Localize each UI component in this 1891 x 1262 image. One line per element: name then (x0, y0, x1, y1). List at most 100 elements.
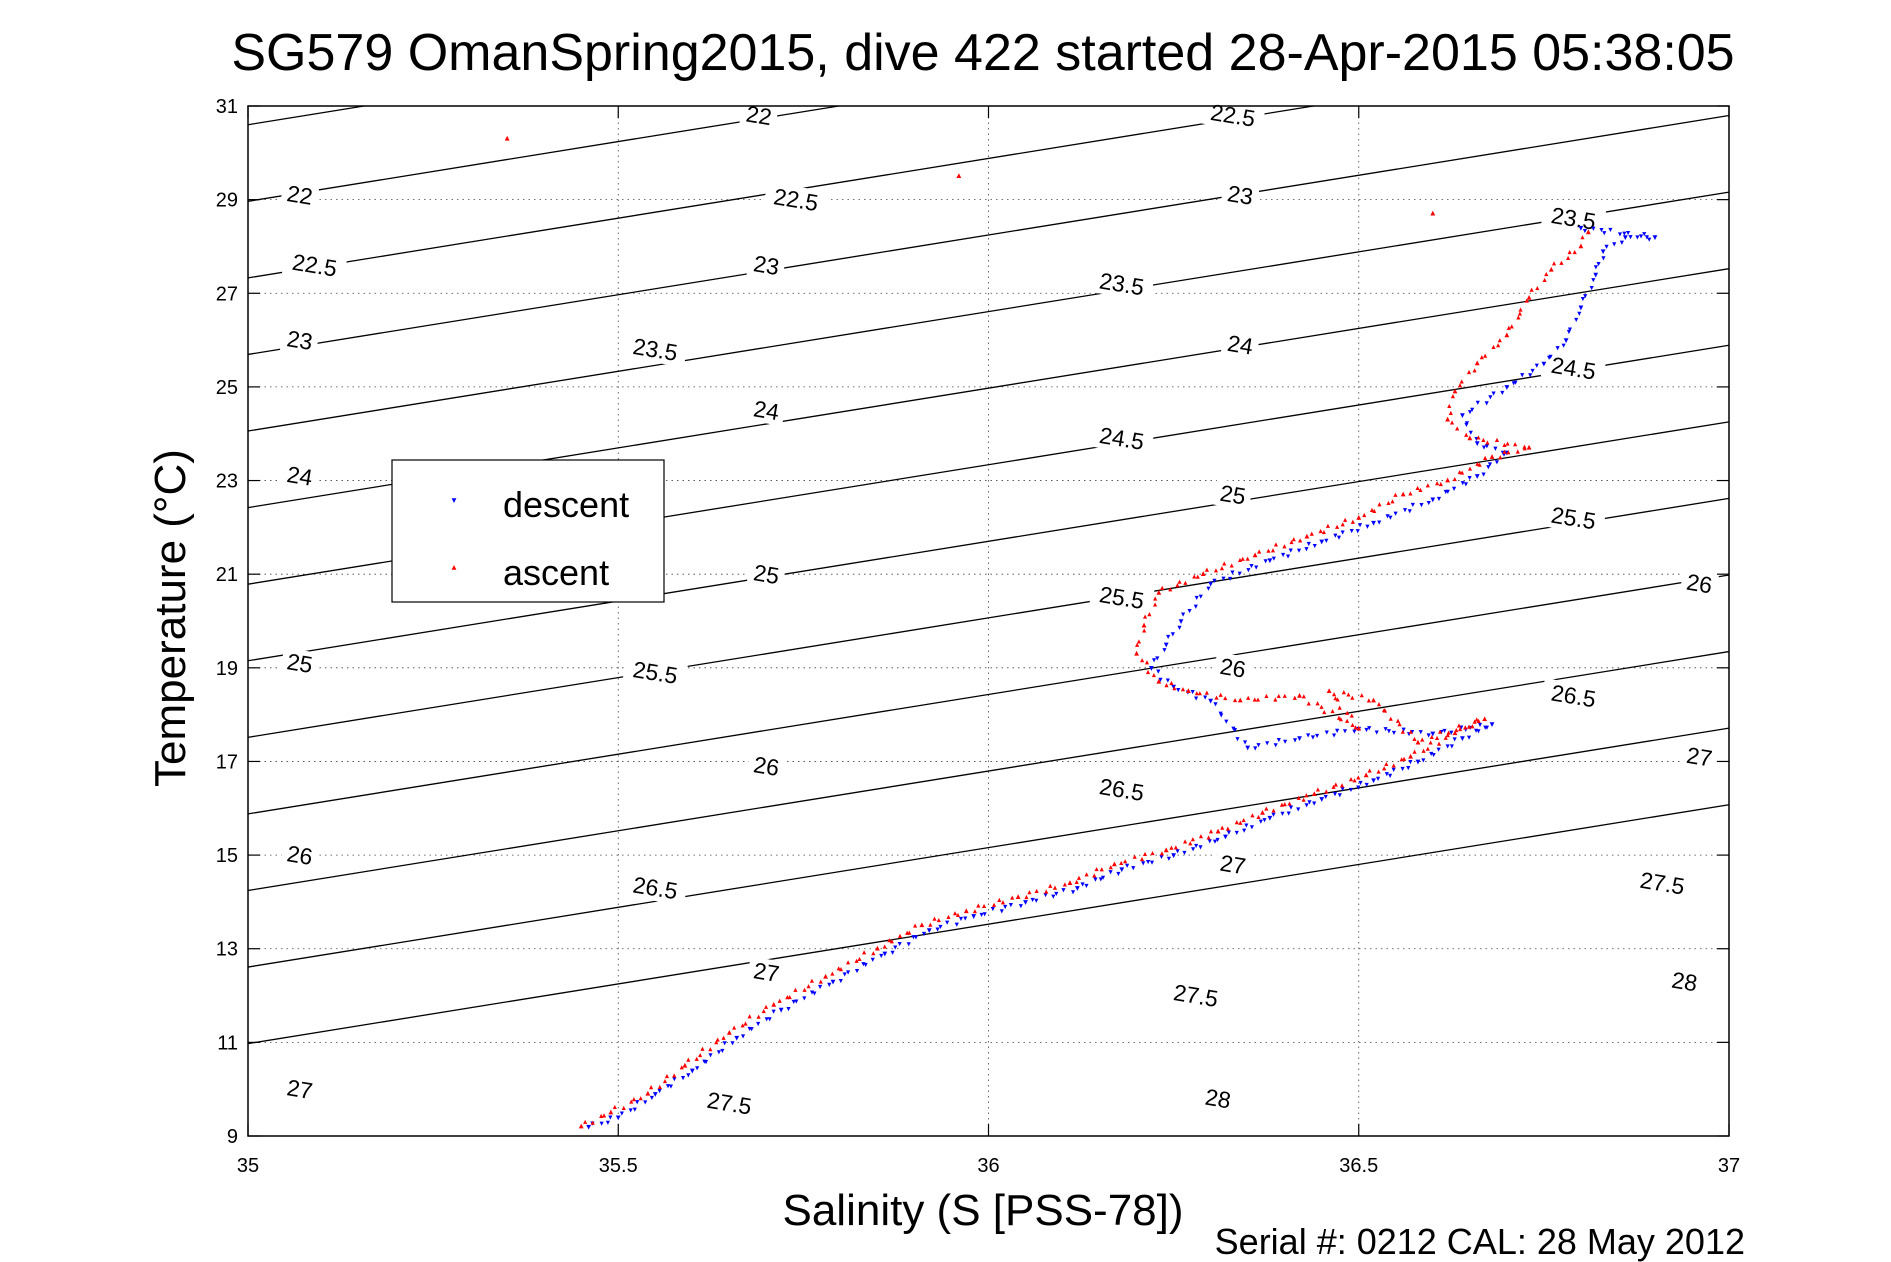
y-tick-label: 15 (216, 845, 238, 867)
data-point (1230, 570, 1235, 575)
data-point (1142, 851, 1148, 857)
data-point (743, 1021, 748, 1026)
data-point (1506, 325, 1511, 330)
data-point (1593, 265, 1598, 270)
data-point (846, 970, 851, 975)
data-point (583, 1119, 588, 1124)
data-point (809, 978, 814, 983)
data-point (1131, 866, 1136, 871)
data-point (1256, 814, 1261, 820)
data-point (1156, 678, 1162, 684)
contour-label-bg (622, 870, 688, 906)
data-point (1141, 622, 1147, 628)
data-point (1434, 735, 1440, 740)
data-point (1235, 737, 1240, 742)
x-tick-label: 35.5 (599, 1155, 638, 1177)
contour-label-bg (739, 99, 779, 132)
data-point (601, 1113, 607, 1118)
data-point (1034, 898, 1039, 903)
data-point (763, 1004, 769, 1009)
grid-lines (248, 106, 1729, 1136)
data-point (1244, 823, 1249, 828)
density-contour-26 (247, 497, 1730, 738)
data-point (643, 1100, 648, 1105)
data-point (1638, 234, 1644, 239)
density-contour-28 (247, 804, 1730, 1045)
data-point (1484, 444, 1489, 449)
data-point (1289, 539, 1294, 545)
data-point (823, 973, 828, 979)
data-point (1449, 730, 1454, 735)
data-point (1246, 695, 1251, 700)
data-point (932, 916, 937, 921)
data-point (778, 1007, 784, 1013)
data-point (645, 1090, 651, 1096)
data-point (1151, 672, 1156, 678)
data-point (818, 984, 823, 990)
data-point (1612, 242, 1617, 247)
data-point (599, 1113, 604, 1118)
data-point (1491, 391, 1496, 396)
data-point (1186, 688, 1191, 694)
data-point (1282, 544, 1287, 549)
data-point (1452, 730, 1458, 736)
data-point (1181, 612, 1186, 617)
data-point (1099, 867, 1104, 872)
data-point (854, 958, 859, 963)
data-point (1336, 535, 1342, 540)
contour-label-bg (279, 1073, 320, 1105)
data-point (1119, 867, 1125, 873)
data-point (897, 933, 903, 938)
data-point (1312, 543, 1317, 549)
data-point (863, 962, 868, 968)
data-point (1163, 847, 1169, 853)
data-point (1481, 437, 1486, 443)
data-point (1474, 717, 1479, 722)
data-point (1518, 307, 1523, 312)
data-point (715, 1037, 720, 1042)
data-point (1474, 441, 1480, 447)
data-point (1386, 500, 1391, 506)
data-point (1408, 753, 1413, 759)
data-point (1591, 226, 1596, 231)
data-point (1430, 497, 1436, 503)
data-point (882, 951, 888, 957)
contour-label-text: 26 (1218, 653, 1247, 683)
data-point (1119, 860, 1124, 866)
data-point (1163, 642, 1169, 648)
data-point (963, 908, 969, 914)
data-point (882, 944, 887, 949)
data-point (1366, 698, 1371, 703)
data-point (1270, 548, 1276, 553)
density-contour-22 (247, 105, 365, 126)
data-point (1190, 690, 1195, 695)
contour-label: 27.5 (1163, 977, 1229, 1014)
data-point (1400, 729, 1405, 734)
data-point (1207, 839, 1212, 844)
data-point (1296, 807, 1301, 812)
data-point (1391, 730, 1397, 736)
data-point (1445, 489, 1450, 494)
data-point (672, 1073, 677, 1078)
data-point (1622, 235, 1628, 241)
data-point (664, 1073, 670, 1079)
data-point (1395, 718, 1401, 723)
data-point (1123, 859, 1128, 864)
data-point (1281, 552, 1286, 558)
data-point (1463, 482, 1468, 487)
data-point (1030, 897, 1035, 902)
data-point (1195, 574, 1200, 579)
data-point (1356, 785, 1361, 790)
data-point (1436, 496, 1442, 502)
data-point (1359, 693, 1364, 698)
data-point (871, 951, 876, 956)
data-point (1212, 839, 1218, 844)
data-point (629, 1099, 634, 1104)
data-point (1345, 718, 1350, 723)
data-point (1467, 435, 1473, 441)
data-point (1496, 343, 1501, 348)
contour-label-bg (1664, 965, 1705, 998)
data-point (1419, 503, 1424, 508)
legend-marker-ascent (451, 565, 457, 570)
data-point (1194, 696, 1199, 701)
